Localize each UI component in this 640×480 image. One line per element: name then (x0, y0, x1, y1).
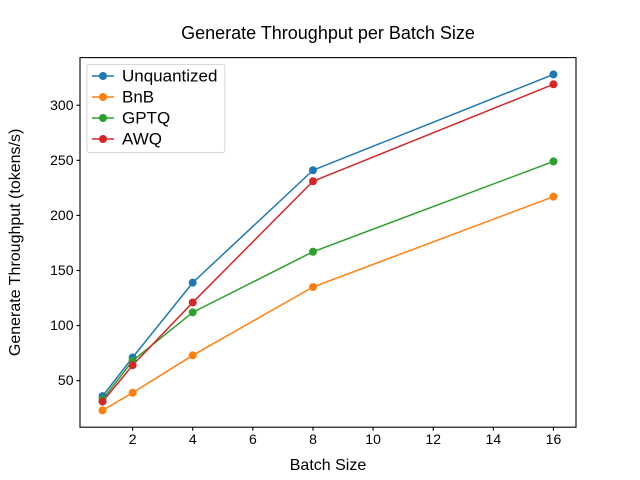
svg-text:AWQ: AWQ (122, 130, 162, 149)
svg-text:Generate Throughput per Batch: Generate Throughput per Batch Size (181, 23, 475, 43)
svg-text:10: 10 (365, 431, 381, 447)
svg-text:200: 200 (50, 207, 74, 223)
svg-text:6: 6 (249, 431, 257, 447)
svg-text:Generate Throughput (tokens/s): Generate Throughput (tokens/s) (7, 129, 24, 356)
svg-text:12: 12 (425, 431, 441, 447)
svg-text:Unquantized: Unquantized (122, 67, 217, 86)
svg-text:BnB: BnB (122, 88, 154, 107)
svg-text:100: 100 (50, 317, 74, 333)
svg-text:Batch Size: Batch Size (290, 457, 367, 474)
svg-text:250: 250 (50, 152, 74, 168)
svg-text:8: 8 (309, 431, 317, 447)
svg-text:4: 4 (189, 431, 197, 447)
svg-text:14: 14 (486, 431, 502, 447)
svg-text:16: 16 (546, 431, 562, 447)
svg-text:150: 150 (50, 262, 74, 278)
svg-text:300: 300 (50, 97, 74, 113)
svg-text:50: 50 (58, 372, 74, 388)
svg-text:2: 2 (129, 431, 137, 447)
svg-text:GPTQ: GPTQ (122, 109, 170, 128)
